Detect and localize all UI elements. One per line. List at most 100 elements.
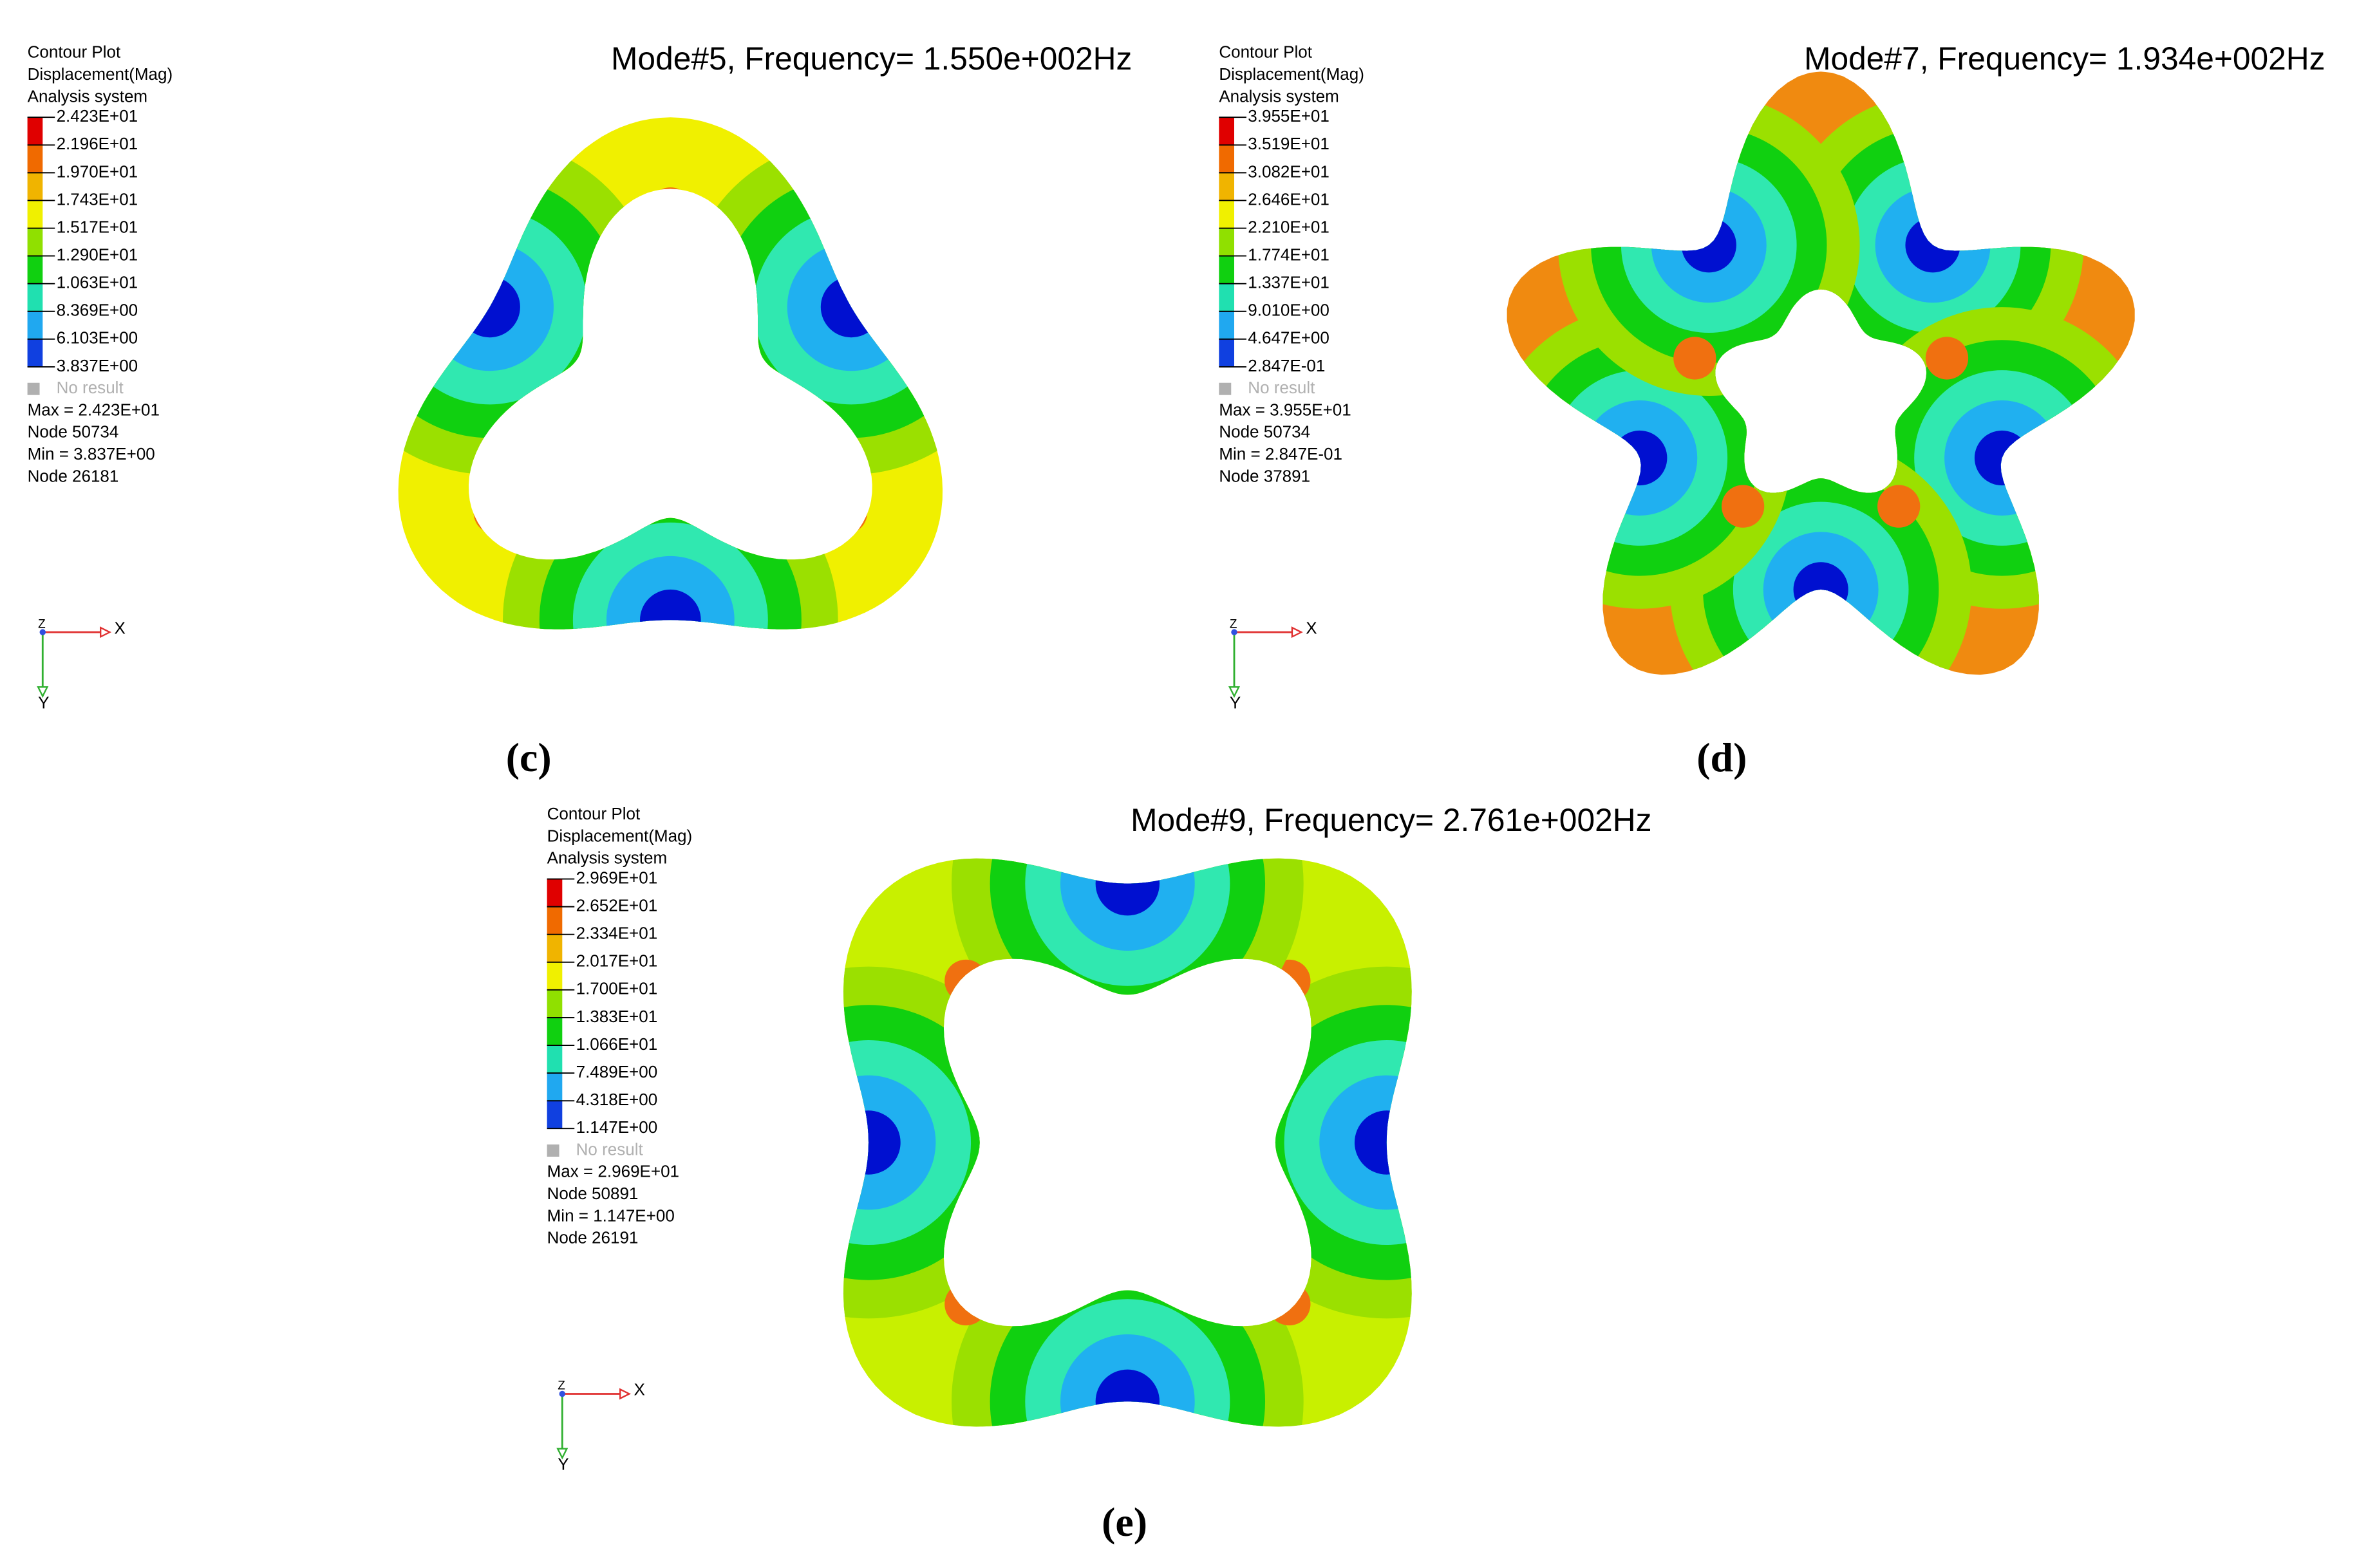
color-bar-segment [1219, 173, 1234, 201]
color-bar-segment [27, 173, 43, 201]
hot-spot [1268, 959, 1311, 1003]
hot-spot [1925, 337, 1969, 380]
legend-level: 2.210E+01 [1248, 217, 1329, 236]
panel-caption: (c) [506, 734, 552, 780]
legend-header: Displacement(Mag) [28, 64, 173, 84]
legend-header: Contour Plot [28, 42, 121, 62]
contour-band [1681, 218, 1736, 273]
no-result-label: No result [57, 378, 124, 397]
hot-spot [944, 1282, 988, 1326]
legend-stat: Max = 2.969E+01 [547, 1162, 679, 1181]
legend-level: 3.519E+01 [1248, 134, 1329, 153]
legend-header: Contour Plot [1219, 42, 1312, 62]
legend-header: Analysis system [28, 86, 148, 106]
color-bar-segment [27, 145, 43, 173]
color-bar-segment [1219, 311, 1234, 339]
color-bar-segment [27, 339, 43, 367]
axis-origin [559, 1390, 566, 1397]
legend-level: 8.369E+00 [57, 301, 138, 320]
contour-band [1621, 157, 1797, 333]
contour-band [1095, 858, 1160, 916]
legend-level: 3.837E+00 [57, 356, 138, 375]
hot-spot [473, 491, 516, 534]
axis-y-head [556, 1448, 568, 1460]
contour-band [1905, 218, 1960, 273]
legend-level: 1.337E+01 [1248, 273, 1329, 292]
legend-level: 1.066E+01 [576, 1034, 658, 1054]
color-bar-segment [1219, 200, 1234, 229]
color-bar-segment [1219, 145, 1234, 173]
contour-band [459, 276, 520, 338]
panel-caption: (e) [1102, 1499, 1147, 1545]
legend-header: Contour Plot [547, 804, 641, 823]
color-bar-segment [1219, 283, 1234, 312]
axis-x-label: X [634, 1380, 645, 1399]
hot-spot [944, 959, 988, 1003]
panel: Mode#5, Frequency= 1.550e+002Hz Contour P… [27, 41, 1132, 780]
panel: Mode#7, Frequency= 1.934e+002Hz Contour P… [1219, 41, 2325, 780]
contour-band [1319, 1075, 1412, 1210]
plot-title: Mode#5, Frequency= 1.550e+002Hz [611, 41, 1132, 77]
legend-stat: Node 50734 [28, 422, 119, 442]
legend-stat: Node 50734 [1219, 422, 1310, 442]
axis-x-label: X [115, 618, 126, 637]
legend-level: 1.970E+01 [57, 162, 138, 181]
contour-band [1612, 430, 1668, 486]
hot-spot [824, 491, 868, 534]
contour-band [843, 1110, 901, 1175]
hot-spot [1673, 337, 1716, 380]
axis-z-label: Z [558, 1379, 565, 1393]
panel: Mode#9, Frequency= 2.761e+002Hz Contour P… [547, 802, 1652, 1545]
axis-x-head [619, 1388, 632, 1400]
legend-stat: Max = 2.423E+01 [28, 400, 160, 419]
legend-level: 1.383E+01 [576, 1007, 658, 1026]
legend-level: 2.847E-01 [1248, 356, 1325, 375]
color-bar-segment [1219, 339, 1234, 367]
color-bar-segment [27, 228, 43, 256]
hot-spot [649, 187, 692, 230]
contour-band [1875, 187, 1991, 303]
legend-level: 2.646E+01 [1248, 189, 1329, 209]
color-bar-segment [1219, 228, 1234, 256]
plot-title: Mode#7, Frequency= 1.934e+002Hz [1804, 41, 2325, 77]
legend-stat: Min = 3.837E+00 [28, 444, 155, 463]
panel-caption: (d) [1696, 734, 1747, 780]
contour-band [1793, 562, 1848, 617]
color-bar-segment [1219, 256, 1234, 284]
legend-level: 1.774E+01 [1248, 245, 1329, 264]
legend-stat: Min = 1.147E+00 [547, 1206, 675, 1225]
legend-stat: Node 26191 [547, 1228, 639, 1247]
contour-band [753, 209, 943, 405]
legend-level: 2.196E+01 [57, 134, 138, 153]
legend-stat: Node 50891 [547, 1184, 639, 1203]
legend-stat: Min = 2.847E-01 [1219, 444, 1342, 463]
axis-origin [39, 629, 46, 635]
contour-band [1845, 157, 2021, 333]
color-bar-segment [27, 283, 43, 312]
contour-band [1974, 430, 2030, 486]
contour-band [606, 555, 735, 630]
color-bar-segment [27, 200, 43, 229]
contour-band [398, 209, 588, 405]
color-bar-segment [547, 1045, 563, 1074]
legend-stat: Node 37891 [1219, 466, 1310, 485]
color-bar-segment [547, 879, 563, 907]
legend-stat: Node 26181 [28, 466, 119, 485]
legend-level: 9.010E+00 [1248, 301, 1329, 320]
legend-level: 2.969E+01 [576, 868, 658, 887]
legend-level: 1.063E+01 [57, 273, 138, 292]
legend-level: 1.147E+00 [576, 1117, 658, 1137]
legend-stat: Max = 3.955E+01 [1219, 400, 1351, 419]
legend-header: Displacement(Mag) [1219, 64, 1364, 84]
axis-y-label: Y [1230, 693, 1241, 712]
legend-header: Analysis system [547, 848, 667, 868]
legend-level: 2.334E+01 [576, 924, 658, 943]
contour-band [820, 276, 882, 338]
legend-level: 3.082E+01 [1248, 162, 1329, 181]
contour-band [843, 1040, 972, 1246]
color-bar-segment [1219, 117, 1234, 145]
color-bar-segment [547, 906, 563, 935]
legend-level: 2.423E+01 [57, 106, 138, 126]
